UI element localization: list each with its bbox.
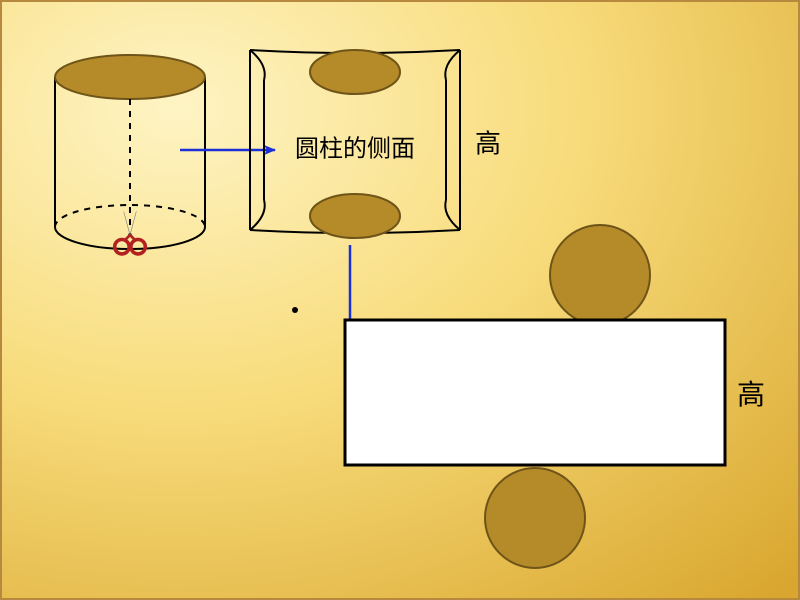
cylinder-3d bbox=[55, 55, 205, 249]
cursor-dot bbox=[292, 307, 298, 313]
unrolled-lateral-surface bbox=[250, 50, 460, 238]
flat-net bbox=[345, 225, 725, 568]
scissors-icon bbox=[115, 212, 146, 254]
